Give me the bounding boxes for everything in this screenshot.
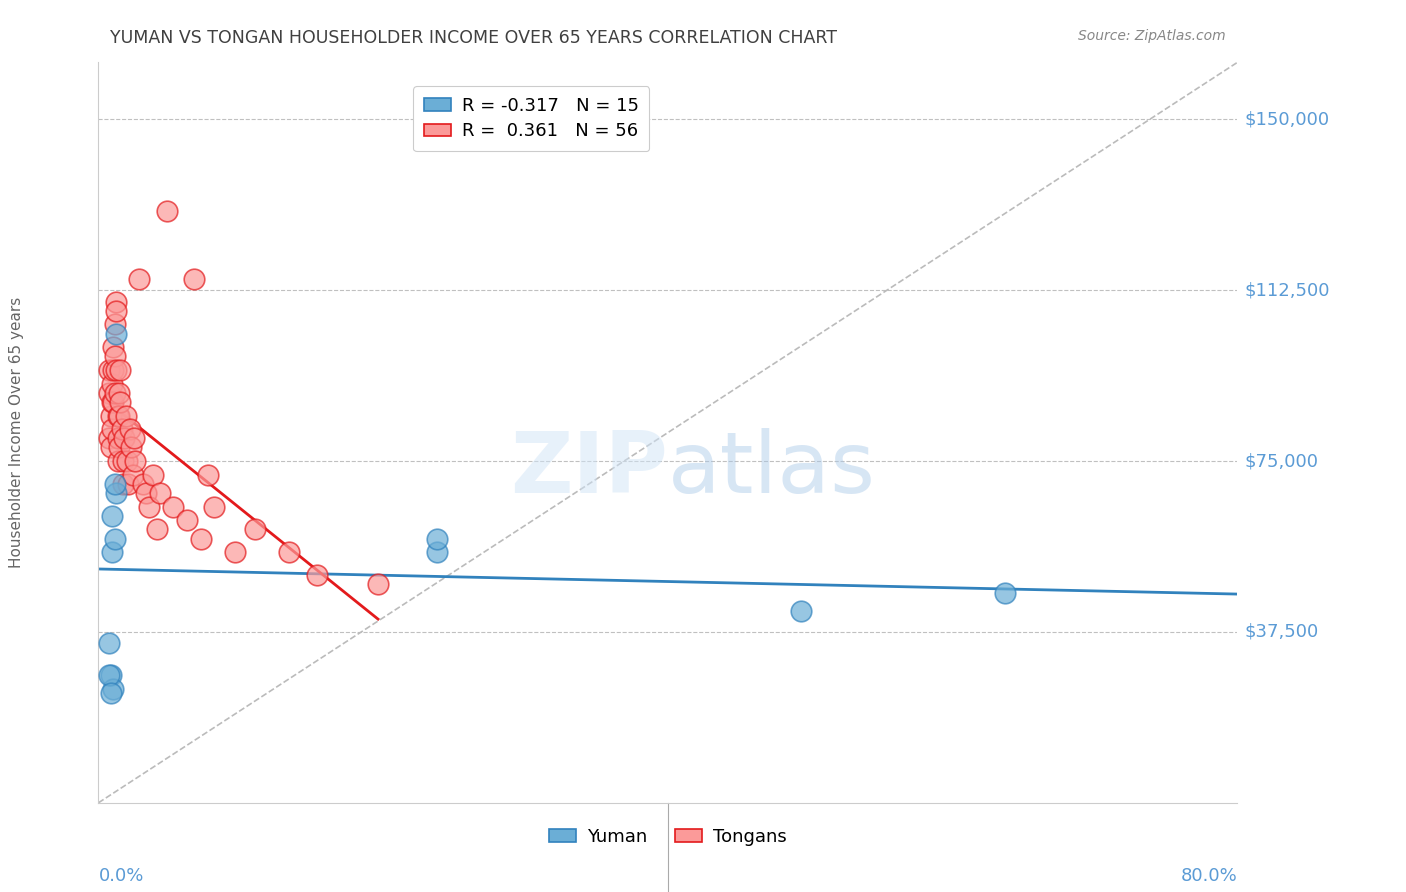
Text: $112,500: $112,500 (1244, 281, 1330, 299)
Point (110, 395, 132, 409)
Point (110, 363, 132, 377)
Point (278, 545, 301, 559)
Point (105, 303, 128, 318)
Point (124, 454, 146, 468)
Point (104, 349, 127, 363)
Point (100, 409, 122, 423)
Point (111, 454, 134, 468)
Point (105, 486, 128, 500)
Point (146, 523, 169, 537)
Point (101, 545, 124, 559)
Point (104, 532, 127, 546)
Point (156, 203, 179, 218)
Text: atlas: atlas (668, 428, 876, 511)
Point (101, 395, 124, 409)
Point (98, 385, 121, 400)
Point (105, 294, 128, 309)
Point (135, 486, 157, 500)
Point (98, 431, 121, 445)
Point (100, 441, 122, 455)
Text: ZIP: ZIP (510, 428, 668, 511)
Point (426, 532, 449, 546)
Point (100, 668, 122, 682)
Point (117, 476, 139, 491)
Point (149, 486, 172, 500)
Text: Source: ZipAtlas.com: Source: ZipAtlas.com (1078, 29, 1226, 43)
Point (98, 668, 121, 682)
Point (98, 363, 121, 377)
Point (107, 454, 129, 468)
Text: $150,000: $150,000 (1244, 111, 1329, 128)
Point (110, 422, 132, 436)
Point (426, 545, 449, 559)
Point (108, 409, 131, 423)
Point (103, 363, 125, 377)
Text: YUMAN VS TONGAN HOUSEHOLDER INCOME OVER 65 YEARS CORRELATION CHART: YUMAN VS TONGAN HOUSEHOLDER INCOME OVER … (110, 29, 837, 47)
Point (104, 385, 127, 400)
Point (142, 467, 165, 482)
Point (111, 476, 134, 491)
Point (197, 467, 219, 482)
Point (790, 604, 813, 618)
Point (114, 409, 136, 423)
Point (103, 340, 125, 354)
Point (122, 431, 145, 445)
Text: 0.0%: 0.0% (98, 867, 143, 885)
Point (121, 467, 143, 482)
Point (104, 476, 127, 491)
Point (103, 681, 125, 696)
Point (162, 500, 184, 514)
Point (100, 686, 122, 700)
Point (176, 513, 198, 527)
Point (994, 586, 1017, 600)
Point (103, 395, 125, 409)
Point (132, 476, 155, 491)
Point (112, 431, 135, 445)
Point (138, 500, 160, 514)
Text: 80.0%: 80.0% (1181, 867, 1237, 885)
Point (108, 441, 131, 455)
Legend: Yuman, Tongans: Yuman, Tongans (543, 821, 793, 853)
Point (101, 376, 124, 391)
Point (101, 422, 124, 436)
Point (98, 636, 121, 650)
Point (105, 326, 128, 341)
Point (120, 441, 142, 455)
Point (101, 508, 124, 523)
Text: Householder Income Over 65 years: Householder Income Over 65 years (8, 297, 24, 568)
Point (202, 500, 225, 514)
Point (107, 409, 129, 423)
Text: $75,000: $75,000 (1244, 452, 1317, 470)
Point (305, 568, 328, 582)
Point (224, 545, 246, 559)
Point (128, 272, 150, 286)
Point (118, 422, 141, 436)
Point (245, 523, 267, 537)
Point (104, 318, 127, 332)
Point (115, 454, 138, 468)
Point (107, 431, 129, 445)
Point (367, 577, 389, 591)
Point (190, 532, 212, 546)
Text: $37,500: $37,500 (1244, 623, 1319, 641)
Point (105, 363, 128, 377)
Point (108, 385, 131, 400)
Point (183, 272, 205, 286)
